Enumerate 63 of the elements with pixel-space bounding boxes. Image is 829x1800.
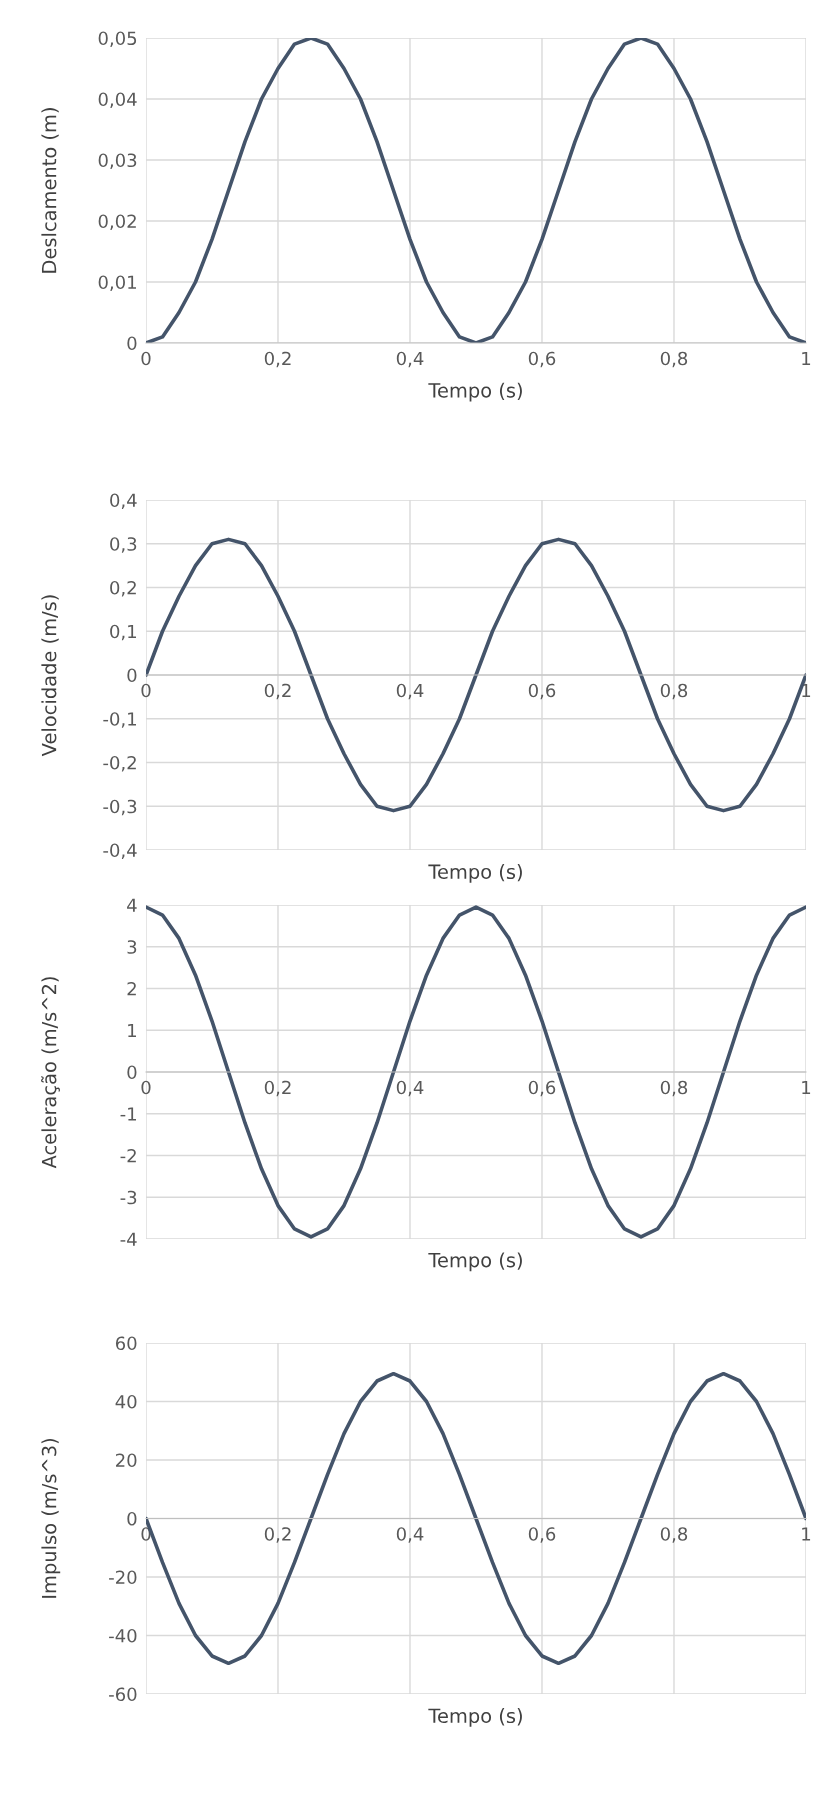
x-tick-label: 0,4 bbox=[396, 351, 424, 368]
y-tick-label: 0 bbox=[127, 668, 137, 683]
y-tick-label: -0,1 bbox=[103, 712, 136, 728]
x-tick-label: 0,2 bbox=[264, 683, 291, 700]
x-tick-label: 0,8 bbox=[660, 1080, 688, 1097]
y-tick-label: -60 bbox=[109, 1687, 137, 1702]
x-tick-label: 0,8 bbox=[660, 1527, 688, 1543]
y-tick-label: -0,2 bbox=[103, 755, 136, 772]
x-tick-label: 0,2 bbox=[264, 1527, 291, 1543]
x-tick-label: 1 bbox=[802, 1527, 811, 1541]
y-tick-label: -20 bbox=[109, 1570, 137, 1585]
y-tick-label: 0,04 bbox=[98, 92, 137, 108]
y-tick-label: 0 bbox=[127, 1065, 137, 1080]
x-axis-title: Tempo (s) bbox=[428, 382, 522, 402]
y-tick-label: 0 bbox=[127, 336, 137, 351]
y-tick-label: 0,03 bbox=[98, 153, 137, 169]
y-axis-title: Aceleração (m/s^2) bbox=[41, 977, 60, 1169]
x-tick-label: 0,6 bbox=[528, 683, 556, 700]
x-tick-label: 0,2 bbox=[264, 351, 291, 368]
x-tick-label: 0,8 bbox=[660, 351, 688, 368]
x-tick-label: 0 bbox=[141, 1080, 151, 1095]
y-tick-label: -2 bbox=[120, 1148, 136, 1163]
y-tick-label: 3 bbox=[127, 940, 137, 954]
y-tick-label: -40 bbox=[109, 1628, 137, 1643]
y-tick-label: 0,05 bbox=[98, 31, 137, 47]
y-axis-title: Deslcamento (m) bbox=[41, 108, 59, 273]
x-tick-label: 0,4 bbox=[396, 683, 424, 700]
y-axis-title: Impulso (m/s^3) bbox=[41, 1438, 61, 1598]
x-tick-label: 0,8 bbox=[660, 683, 688, 700]
y-tick-label: 0,3 bbox=[110, 537, 137, 553]
y-tick-label: 0,01 bbox=[98, 275, 136, 291]
y-tick-label: 40 bbox=[115, 1394, 137, 1409]
y-tick-label: 2 bbox=[127, 981, 136, 996]
y-tick-label: 0,1 bbox=[110, 624, 136, 641]
y-tick-label: 4 bbox=[127, 898, 137, 912]
y-tick-label: 0,4 bbox=[110, 493, 137, 509]
x-tick-label: 1 bbox=[802, 683, 811, 698]
x-axis-title: Tempo (s) bbox=[428, 1252, 522, 1272]
x-tick-label: 0,4 bbox=[396, 1080, 424, 1097]
x-tick-label: 0 bbox=[141, 351, 151, 366]
x-tick-label: 0,6 bbox=[528, 1527, 556, 1543]
x-axis-title: Tempo (s) bbox=[428, 864, 522, 883]
y-tick-label: 0 bbox=[127, 1511, 137, 1526]
y-tick-label: -0,4 bbox=[103, 843, 137, 859]
x-tick-label: 0,2 bbox=[264, 1080, 291, 1097]
y-tick-label: 20 bbox=[116, 1453, 137, 1468]
x-tick-label: 1 bbox=[802, 351, 811, 366]
y-tick-label: -1 bbox=[120, 1107, 136, 1121]
x-tick-label: 0,6 bbox=[528, 351, 556, 368]
x-tick-label: 1 bbox=[802, 1080, 811, 1095]
y-axis-title: Velocidade (m/s) bbox=[41, 595, 59, 757]
x-axis-title: Tempo (s) bbox=[428, 1708, 522, 1727]
x-tick-label: 0 bbox=[141, 683, 151, 698]
y-tick-label: 1 bbox=[128, 1023, 136, 1038]
y-tick-label: 0,2 bbox=[110, 580, 136, 597]
y-tick-label: -3 bbox=[120, 1190, 137, 1205]
x-tick-label: 0,6 bbox=[528, 1080, 556, 1097]
y-tick-label: -4 bbox=[120, 1232, 137, 1246]
y-tick-label: 60 bbox=[115, 1336, 137, 1351]
x-tick-label: 0,4 bbox=[396, 1527, 424, 1543]
y-tick-label: -0,3 bbox=[103, 799, 137, 816]
y-tick-label: 0,02 bbox=[98, 214, 136, 230]
line-series bbox=[146, 38, 806, 343]
